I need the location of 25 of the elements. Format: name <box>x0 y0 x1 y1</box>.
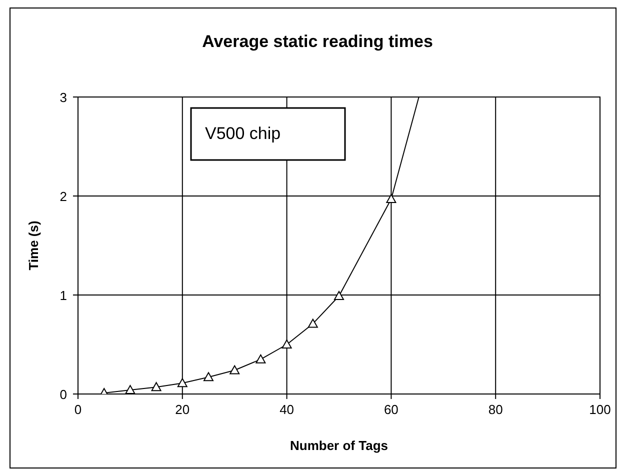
point <box>256 354 266 364</box>
x-tick-label: 60 <box>384 402 398 417</box>
point <box>386 194 396 203</box>
x-tick-label: 100 <box>589 402 611 417</box>
x-tick-label: 80 <box>488 402 503 417</box>
text-box: V500 chip <box>190 107 346 161</box>
chart-title: Average static reading times <box>202 32 433 51</box>
point <box>230 365 240 374</box>
y-tick-label: 0 <box>60 387 67 402</box>
y-tick-label: 1 <box>60 288 67 303</box>
x-tick-label: 40 <box>280 402 294 417</box>
annotation: V500 chip <box>205 124 281 143</box>
point <box>151 382 162 392</box>
point <box>282 340 292 348</box>
point <box>334 290 344 300</box>
point <box>308 318 318 328</box>
point <box>204 372 214 382</box>
y-tick-label: 3 <box>60 90 67 105</box>
point <box>125 385 136 394</box>
x-tick-label: 0 <box>74 402 82 417</box>
y-tick-label: 2 <box>60 189 67 204</box>
x-tick-label: 20 <box>175 402 190 417</box>
point <box>177 378 188 388</box>
y-axis-title: Time (s) <box>26 220 41 270</box>
x-axis-title: Number of Tags <box>290 438 388 453</box>
